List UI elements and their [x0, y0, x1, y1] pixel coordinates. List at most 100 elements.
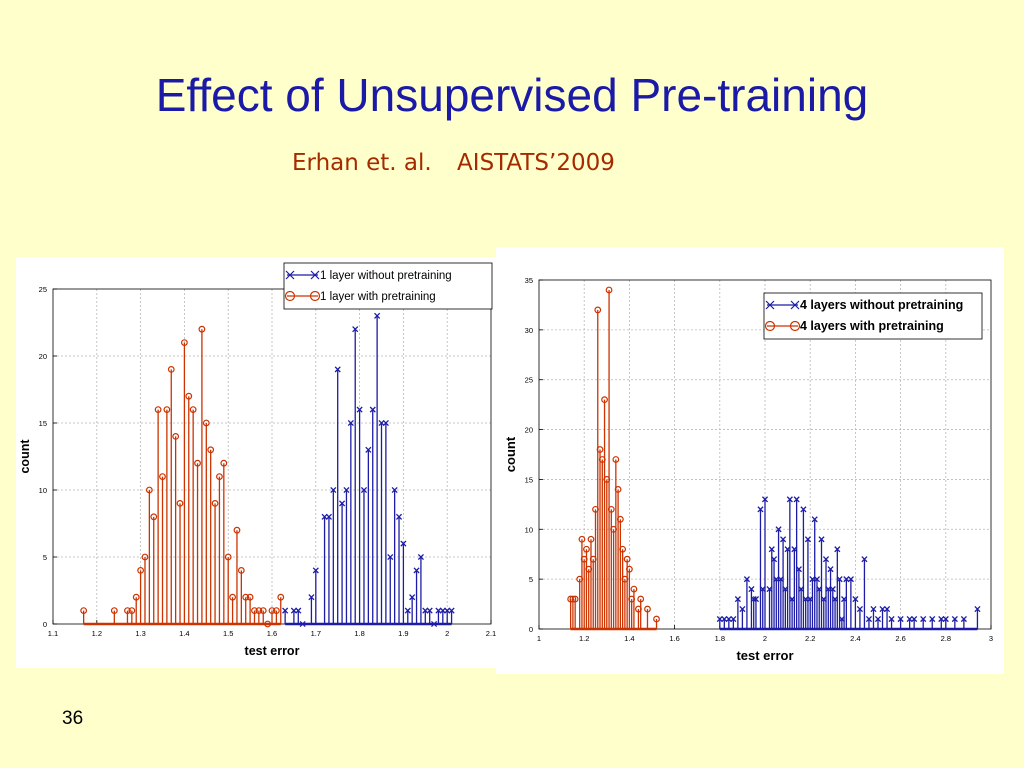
marker-x-blue [391, 486, 398, 494]
marker-o-red [202, 419, 210, 427]
marker-o-red [623, 555, 631, 563]
marker-o-red [233, 526, 241, 534]
legend-marker-blue [310, 270, 320, 280]
marker-o-red [625, 565, 633, 573]
y-tick-label: 0 [529, 625, 533, 634]
marker-o-red [145, 486, 153, 494]
x-tick-label: 2 [763, 634, 767, 643]
marker-x-blue [770, 556, 778, 563]
marker-x-blue [843, 576, 850, 583]
marker-o-red [172, 432, 180, 440]
marker-o-red [80, 607, 88, 615]
marker-o-red [607, 505, 615, 513]
marker-x-blue [834, 546, 841, 553]
marker-x-blue [343, 486, 350, 494]
marker-x-blue [734, 596, 741, 603]
marker-x-blue [818, 536, 825, 543]
x-axis-label: test error [245, 644, 300, 658]
y-tick-label: 10 [39, 486, 47, 495]
marker-x-blue [847, 576, 854, 583]
marker-o-red [587, 535, 595, 543]
marker-x-blue [757, 506, 764, 513]
marker-x-blue [780, 536, 787, 543]
marker-x-blue [897, 615, 904, 623]
marker-x-blue [861, 556, 868, 563]
marker-x-blue [888, 615, 895, 623]
marker-x-blue [852, 596, 859, 603]
marker-x-blue [339, 500, 346, 507]
marker-x-blue [804, 536, 811, 543]
marker-x-blue [800, 506, 807, 513]
marker-o-red [255, 607, 263, 615]
marker-o-red [128, 607, 136, 615]
marker-x-blue [743, 576, 750, 583]
y-tick-label: 0 [43, 620, 47, 629]
marker-x-blue [920, 615, 927, 623]
marker-x-blue [400, 540, 407, 547]
marker-x-blue [360, 486, 368, 494]
marker-x-blue [974, 605, 981, 613]
y-tick-label: 5 [529, 575, 533, 584]
marker-x-blue [951, 615, 958, 623]
marker-o-red [264, 620, 272, 628]
y-tick-label: 30 [525, 326, 533, 335]
x-tick-label: 1.6 [267, 629, 277, 638]
legend-marker-red [309, 290, 321, 302]
marker-o-red [132, 593, 140, 601]
x-tick-label: 2 [445, 629, 449, 638]
marker-x-blue [330, 486, 337, 494]
marker-o-red [619, 545, 627, 553]
marker-o-red [601, 396, 608, 404]
marker-x-blue [282, 607, 289, 614]
subtitle-venue: AISTATS’2009 [457, 150, 615, 176]
marker-o-red [216, 473, 223, 481]
marker-x-blue [417, 553, 424, 561]
x-tick-label: 1.6 [669, 634, 679, 643]
marker-o-red [251, 607, 258, 615]
marker-x-blue [870, 605, 877, 613]
marker-o-red [246, 593, 254, 601]
marker-x-blue [413, 567, 420, 574]
y-axis-label: count [18, 439, 32, 474]
marker-o-red [571, 595, 579, 603]
subtitle-authors: Erhan et. al. [292, 150, 432, 176]
marker-x-blue [725, 615, 732, 623]
marker-o-red [644, 605, 651, 613]
marker-x-blue [721, 615, 728, 623]
marker-x-blue [426, 607, 433, 614]
marker-o-red [194, 459, 201, 467]
marker-x-blue [369, 406, 376, 413]
marker-x-blue [308, 594, 315, 601]
marker-x-blue [352, 326, 359, 333]
marker-x-blue [786, 496, 793, 503]
marker-o-red [154, 406, 162, 414]
chart-panel-4-layers: 1 1.2 1.4 1.6 1.8 2 2.2 2.4 2.6 2.8 3 0 5 10 15 20 25 30 3… [496, 247, 1004, 674]
chart-1-layer: 1.1 1.2 1.3 1.4 1.5 1.6 1.7 1.8 1.9 2 2.1 0 5 10 15 20 2… [18, 262, 496, 658]
marker-o-red [180, 339, 188, 346]
marker-o-red [229, 593, 236, 601]
y-tick-label: 35 [525, 276, 533, 285]
marker-o-red [259, 607, 267, 615]
marker-x-blue [365, 446, 372, 453]
marker-x-blue [879, 605, 886, 613]
y-axis-label: count [503, 436, 518, 472]
marker-x-blue [906, 615, 913, 623]
legend-label-red: 4 layers with pretraining [800, 319, 944, 333]
marker-o-red [616, 515, 624, 523]
y-tick-label: 25 [525, 376, 533, 385]
marker-x-blue [409, 594, 416, 601]
marker-o-red [224, 553, 232, 561]
marker-o-red [237, 567, 245, 574]
y-tick-label: 5 [43, 553, 47, 562]
marker-o-red [176, 499, 184, 507]
x-tick-label: 2.1 [486, 629, 496, 638]
x-tick-label: 1.3 [135, 629, 145, 638]
marker-x-blue [960, 615, 967, 623]
marker-o-red [583, 545, 590, 553]
x-tick-label: 1.5 [223, 629, 233, 638]
marker-o-red [211, 499, 219, 507]
legend-marker-blue [790, 300, 800, 310]
marker-x-blue [942, 615, 949, 623]
marker-x-blue [387, 553, 394, 561]
x-tick-label: 1.2 [92, 629, 102, 638]
